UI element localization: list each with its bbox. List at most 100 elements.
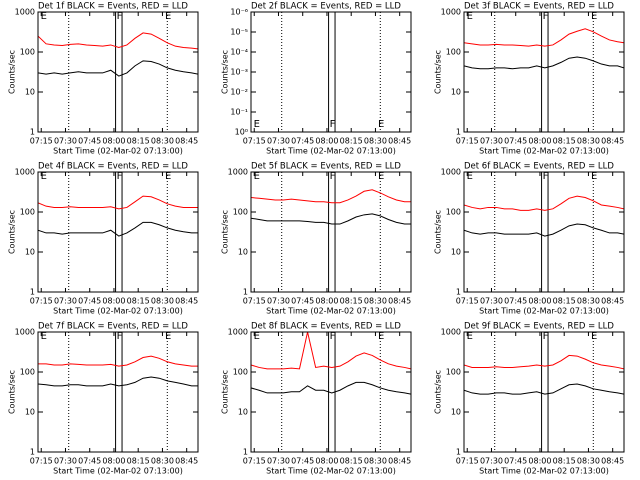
flag-label: F bbox=[330, 171, 336, 182]
plot-frame bbox=[463, 171, 625, 293]
x-tick-label: 08:45 bbox=[601, 457, 624, 466]
y-tick-label: 10 bbox=[451, 408, 461, 417]
x-axis-label: Start Time (02-Mar-02 07:13:00) bbox=[266, 467, 396, 476]
y-tick-label: 10 bbox=[451, 248, 461, 257]
y-tick-label: 10⁻¹ bbox=[230, 108, 248, 117]
x-tick-label: 08:00 bbox=[528, 457, 551, 466]
y-tick-label: 1 bbox=[456, 288, 461, 297]
x-axis-label: Start Time (02-Mar-02 07:13:00) bbox=[479, 467, 609, 476]
flag-label: F bbox=[543, 11, 549, 22]
x-tick-label: 07:15 bbox=[30, 137, 53, 146]
panel: Det 7f BLACK = Events, RED = LLD Start Ti… bbox=[8, 322, 199, 476]
x-tick-label: 07:30 bbox=[480, 297, 503, 306]
x-tick-label: 08:15 bbox=[340, 137, 363, 146]
y-tick-label: 10 bbox=[25, 248, 35, 257]
flag-label: F bbox=[330, 331, 336, 342]
x-tick-label: 08:00 bbox=[315, 137, 338, 146]
panel: Det 1f BLACK = Events, RED = LLD Start Ti… bbox=[8, 2, 199, 156]
flag-label: E bbox=[378, 171, 384, 182]
flag-label: F bbox=[543, 171, 549, 182]
flag-label: E bbox=[378, 331, 384, 342]
y-tick-label: 1000 bbox=[441, 8, 461, 17]
x-tick-label: 08:45 bbox=[388, 297, 411, 306]
panel-title: Det 9f BLACK = Events, RED = LLD bbox=[464, 322, 614, 332]
y-tick-label: 1000 bbox=[228, 328, 248, 337]
flag-label: E bbox=[254, 331, 260, 342]
flag-label: E bbox=[254, 119, 260, 130]
flag-label: F bbox=[330, 119, 336, 130]
y-tick-label: 10⁻² bbox=[230, 88, 248, 97]
y-tick-label: 1 bbox=[456, 128, 461, 137]
x-tick-label: 08:45 bbox=[388, 137, 411, 146]
series-line bbox=[38, 60, 198, 77]
y-tick-label: 100 bbox=[233, 368, 248, 377]
x-tick-label: 07:15 bbox=[243, 457, 266, 466]
flag-label: E bbox=[378, 119, 384, 130]
y-tick-label: 100 bbox=[233, 208, 248, 217]
y-tick-label: 1000 bbox=[15, 328, 35, 337]
plot-frame bbox=[250, 11, 412, 133]
x-tick-label: 08:15 bbox=[340, 457, 363, 466]
y-tick-label: 10 bbox=[238, 248, 248, 257]
flag-label: F bbox=[117, 331, 123, 342]
y-tick-label: 1000 bbox=[15, 8, 35, 17]
panel-title: Det 8f BLACK = Events, RED = LLD bbox=[251, 322, 401, 332]
y-tick-label: 10⁰ bbox=[235, 128, 248, 137]
y-tick-label: 1000 bbox=[15, 168, 35, 177]
y-tick-label: 10 bbox=[25, 408, 35, 417]
x-tick-label: 08:00 bbox=[102, 457, 125, 466]
panel: Det 2f BLACK = Events, RED = LLD Start Ti… bbox=[221, 2, 412, 156]
x-axis-label: Start Time (02-Mar-02 07:13:00) bbox=[266, 147, 396, 156]
x-tick-label: 07:30 bbox=[54, 457, 77, 466]
x-tick-label: 07:15 bbox=[243, 297, 266, 306]
x-tick-label: 08:00 bbox=[528, 137, 551, 146]
panel: Det 4f BLACK = Events, RED = LLD Start Ti… bbox=[8, 162, 199, 316]
y-tick-label: 10 bbox=[451, 88, 461, 97]
x-tick-label: 07:15 bbox=[456, 457, 479, 466]
x-tick-label: 07:30 bbox=[480, 457, 503, 466]
y-tick-label: 1000 bbox=[441, 168, 461, 177]
flag-label: E bbox=[41, 331, 47, 342]
series-line bbox=[38, 355, 198, 367]
x-tick-label: 07:45 bbox=[504, 457, 527, 466]
y-tick-label: 100 bbox=[20, 48, 35, 57]
y-axis-label: Counts/sec bbox=[434, 210, 443, 254]
y-tick-label: 1 bbox=[30, 448, 35, 457]
y-tick-label: 1 bbox=[243, 288, 248, 297]
x-tick-label: 08:45 bbox=[175, 457, 198, 466]
y-tick-label: 100 bbox=[446, 48, 461, 57]
x-tick-label: 08:30 bbox=[151, 297, 174, 306]
series-line bbox=[464, 354, 624, 370]
flag-label: E bbox=[41, 11, 47, 22]
flag-label: E bbox=[591, 171, 597, 182]
x-tick-label: 08:15 bbox=[127, 297, 150, 306]
x-tick-label: 08:45 bbox=[601, 297, 624, 306]
y-axis-label: Counts/sec bbox=[434, 370, 443, 414]
y-axis-label: Counts/sec bbox=[8, 370, 17, 414]
flag-label: F bbox=[117, 11, 123, 22]
x-tick-label: 07:45 bbox=[504, 297, 527, 306]
flag-label: E bbox=[467, 331, 473, 342]
x-tick-label: 08:00 bbox=[315, 457, 338, 466]
plot-frame bbox=[37, 171, 199, 293]
y-tick-label: 10⁻⁴ bbox=[230, 48, 248, 57]
flag-label: E bbox=[467, 171, 473, 182]
panel: Det 3f BLACK = Events, RED = LLD Start Ti… bbox=[434, 2, 625, 156]
x-tick-label: 08:45 bbox=[601, 137, 624, 146]
x-tick-label: 08:15 bbox=[127, 137, 150, 146]
y-tick-label: 100 bbox=[20, 208, 35, 217]
x-tick-label: 07:45 bbox=[291, 297, 314, 306]
x-tick-label: 08:45 bbox=[175, 297, 198, 306]
panel-title: Det 7f BLACK = Events, RED = LLD bbox=[38, 322, 188, 332]
flag-label: E bbox=[254, 171, 260, 182]
x-tick-label: 08:30 bbox=[364, 137, 387, 146]
series-line bbox=[38, 376, 198, 387]
x-tick-label: 07:45 bbox=[78, 457, 101, 466]
y-tick-label: 1000 bbox=[441, 328, 461, 337]
x-tick-label: 07:30 bbox=[267, 457, 290, 466]
panel-title: Det 2f BLACK = Events, RED = LLD bbox=[251, 2, 401, 12]
x-tick-label: 07:45 bbox=[291, 137, 314, 146]
panel: Det 9f BLACK = Events, RED = LLD Start Ti… bbox=[434, 322, 625, 476]
flag-label: E bbox=[591, 11, 597, 22]
x-tick-label: 08:15 bbox=[127, 457, 150, 466]
